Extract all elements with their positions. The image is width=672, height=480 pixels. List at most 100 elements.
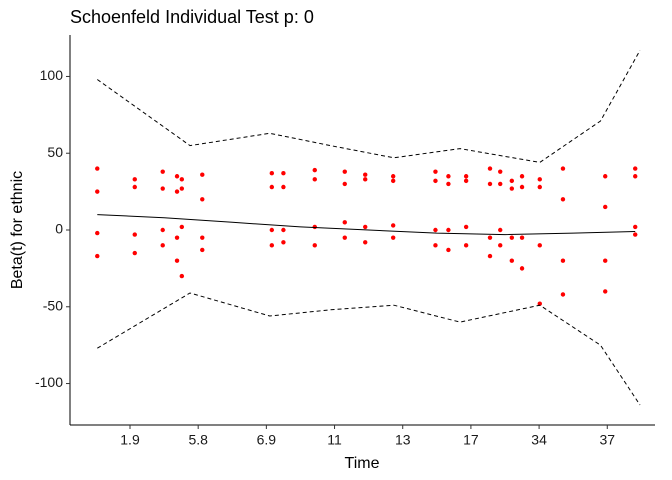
point bbox=[312, 224, 317, 230]
point bbox=[537, 243, 542, 248]
x-tick-label: 17 bbox=[463, 432, 479, 448]
point bbox=[509, 235, 515, 240]
point bbox=[519, 174, 525, 179]
point bbox=[446, 227, 451, 233]
point bbox=[633, 174, 638, 179]
point bbox=[200, 235, 205, 240]
point bbox=[390, 235, 396, 240]
point bbox=[537, 301, 542, 306]
point bbox=[281, 184, 286, 190]
chart-title: Schoenfeld Individual Test p: 0 bbox=[70, 7, 314, 27]
point bbox=[160, 227, 165, 233]
point bbox=[363, 224, 368, 230]
point bbox=[179, 177, 185, 182]
point bbox=[342, 220, 347, 225]
point bbox=[433, 243, 438, 248]
point bbox=[433, 169, 438, 174]
point bbox=[633, 166, 638, 171]
point bbox=[390, 223, 396, 228]
point bbox=[560, 292, 566, 297]
x-tick-label: 6.9 bbox=[257, 432, 277, 448]
x-tick-label: 5.8 bbox=[188, 432, 208, 448]
point bbox=[132, 250, 137, 256]
point bbox=[179, 224, 185, 230]
point bbox=[179, 273, 185, 279]
fit-line bbox=[97, 214, 636, 236]
point bbox=[519, 184, 525, 190]
point bbox=[509, 258, 515, 263]
point bbox=[603, 258, 608, 263]
point bbox=[433, 227, 438, 233]
x-tick-label: 11 bbox=[327, 432, 342, 448]
x-tick-label: 1.9 bbox=[120, 432, 140, 448]
y-axis-title: Beta(t) for ethnic bbox=[9, 171, 26, 289]
x-tick-label: 37 bbox=[599, 432, 615, 448]
point bbox=[312, 177, 317, 182]
point bbox=[200, 197, 205, 202]
point bbox=[633, 224, 638, 230]
point bbox=[498, 181, 503, 187]
point bbox=[160, 243, 165, 248]
confidence-band bbox=[97, 50, 641, 163]
point bbox=[174, 235, 180, 240]
point bbox=[560, 258, 566, 263]
point bbox=[560, 197, 566, 202]
confidence-band bbox=[97, 292, 641, 406]
point bbox=[174, 174, 180, 179]
x-axis-title: Time bbox=[345, 455, 380, 472]
point bbox=[281, 240, 286, 245]
point bbox=[603, 174, 608, 179]
y-tick-label: 50 bbox=[47, 144, 63, 160]
point bbox=[269, 227, 275, 233]
point bbox=[603, 204, 608, 210]
x-tick-label: 13 bbox=[395, 432, 411, 448]
point bbox=[281, 227, 286, 233]
point bbox=[95, 166, 100, 171]
point bbox=[463, 178, 469, 184]
point bbox=[433, 178, 438, 184]
point bbox=[174, 258, 180, 263]
point bbox=[342, 169, 347, 174]
point bbox=[560, 166, 566, 171]
point bbox=[498, 227, 503, 233]
point bbox=[269, 243, 275, 248]
point bbox=[174, 189, 180, 194]
point bbox=[363, 240, 368, 245]
y-tick-label: 0 bbox=[55, 221, 63, 237]
point bbox=[498, 243, 503, 248]
point bbox=[487, 166, 493, 171]
point bbox=[446, 174, 451, 179]
point bbox=[363, 177, 368, 182]
point bbox=[487, 181, 493, 187]
point bbox=[633, 232, 638, 237]
point bbox=[269, 170, 275, 176]
point bbox=[463, 224, 469, 230]
point bbox=[363, 172, 368, 177]
point bbox=[132, 184, 137, 190]
point bbox=[487, 253, 493, 259]
point bbox=[200, 172, 205, 177]
point bbox=[160, 186, 165, 191]
point bbox=[200, 247, 205, 253]
point bbox=[390, 174, 396, 179]
y-tick-label: 100 bbox=[40, 67, 64, 83]
point bbox=[132, 177, 137, 182]
point bbox=[446, 181, 451, 187]
point bbox=[463, 243, 469, 248]
point bbox=[160, 169, 165, 174]
point bbox=[537, 177, 542, 182]
point bbox=[95, 230, 100, 236]
x-tick-label: 34 bbox=[531, 432, 547, 448]
point bbox=[390, 178, 396, 184]
point bbox=[95, 253, 100, 259]
point bbox=[342, 181, 347, 187]
y-tick-label: -100 bbox=[35, 374, 63, 390]
point bbox=[446, 247, 451, 253]
point bbox=[509, 186, 515, 191]
point bbox=[537, 184, 542, 190]
point bbox=[519, 235, 525, 240]
point bbox=[132, 232, 137, 237]
point bbox=[519, 266, 525, 271]
y-tick-label: -50 bbox=[43, 297, 63, 313]
